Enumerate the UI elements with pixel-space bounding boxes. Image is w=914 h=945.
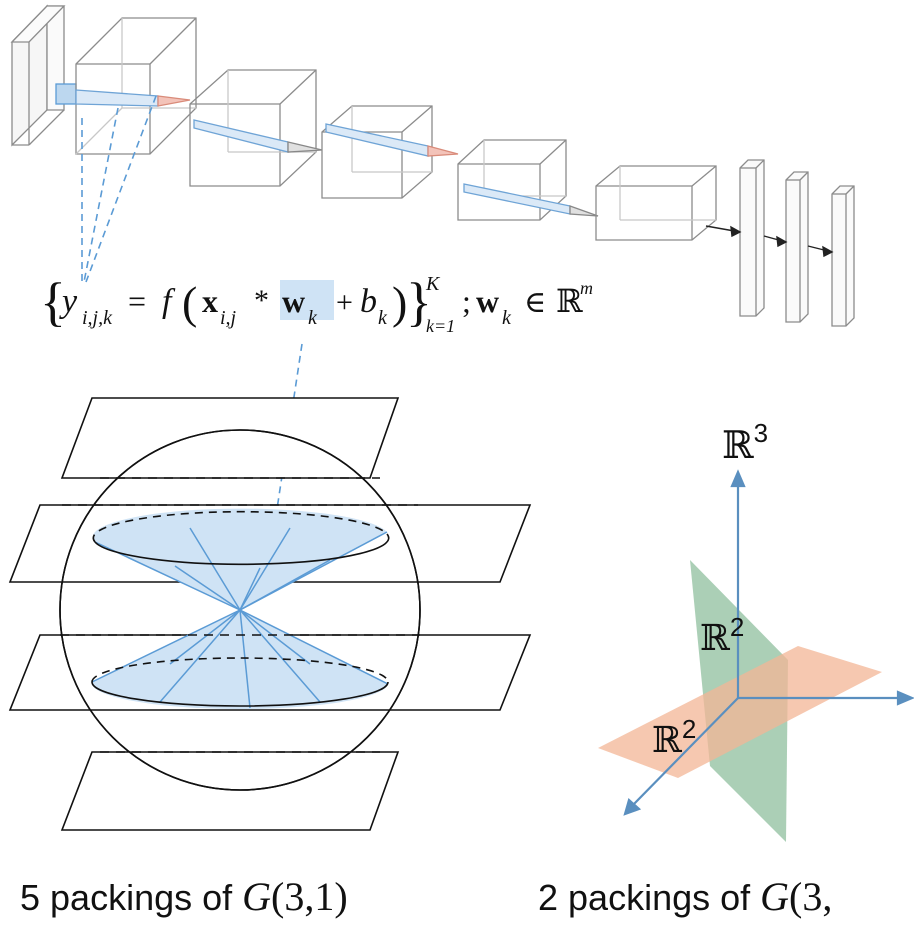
cnn-pipeline [10,4,855,327]
lower-ellipse-back [91,657,389,683]
label-R2-orange: ℝ2 [652,714,696,761]
hidden-plane-edges [60,477,420,753]
feature-map-5 [595,165,717,241]
receptive-field [55,83,77,105]
eq-b-sub: k [378,307,388,329]
label-R3: ℝ3 [722,418,768,467]
eq-x: x [202,283,218,319]
eq-R-sup: m [580,278,593,298]
eq-y: y [59,283,78,320]
eq-sub-k1: k=1 [426,316,455,336]
eq-w-sub: k [308,307,318,329]
eq-f: f [162,283,176,320]
wk-highlight [280,280,334,320]
dense-layer-1 [739,159,765,317]
eq-w2: w [476,283,499,319]
label-R2-green: ℝ2 [700,612,744,659]
eq-paren-close: ) [392,277,407,328]
eq-in: ∈ [524,285,546,320]
eq-equals: = [128,283,146,319]
sphere-diagram [8,397,532,831]
feature-map-2 [189,69,317,187]
eq-brace-open: { [40,272,66,332]
dense-layer-2 [785,171,809,323]
eq-sup-K: K [425,273,441,295]
eq-plus: + [336,286,353,319]
eq-y-sub: i,j,k [82,307,113,329]
eq-star: * [254,284,269,317]
eq-semicolon: ; [462,283,471,319]
axes-diagram: ℝ3 ℝ2 ℝ2 [598,418,914,842]
filter-4 [463,183,599,217]
upper-ellipse-front [94,533,390,566]
caption-left: 5 packings of G(3,1) [20,874,348,919]
dense-arrows [705,225,834,258]
eq-w: w [282,283,305,319]
eq-brace-close: } [406,272,432,332]
filter-1 [75,89,191,107]
filter-3 [325,123,459,157]
axis-lines [623,469,914,816]
orange-plane [598,646,882,778]
upper-ellipse-back [92,510,388,543]
feature-map-1 [75,17,197,155]
eq-b: b [360,283,377,320]
dense-layer-3 [831,185,855,327]
eq-paren-open: ( [182,277,197,328]
eq-R: ℝ [556,282,583,320]
eq-x-sub: i,j [220,307,237,329]
caption-right: 2 packings of G(3, [538,874,832,919]
cone-rulings [91,527,389,709]
input-layer [10,4,66,147]
filter-2 [193,119,323,153]
lower-ellipse-front [91,681,389,707]
plane-top [60,397,400,479]
eq-w2-sub: k [502,307,512,329]
equation: { y i,j,k = f ( x i,j * w k + b k ) } K … [40,272,593,336]
